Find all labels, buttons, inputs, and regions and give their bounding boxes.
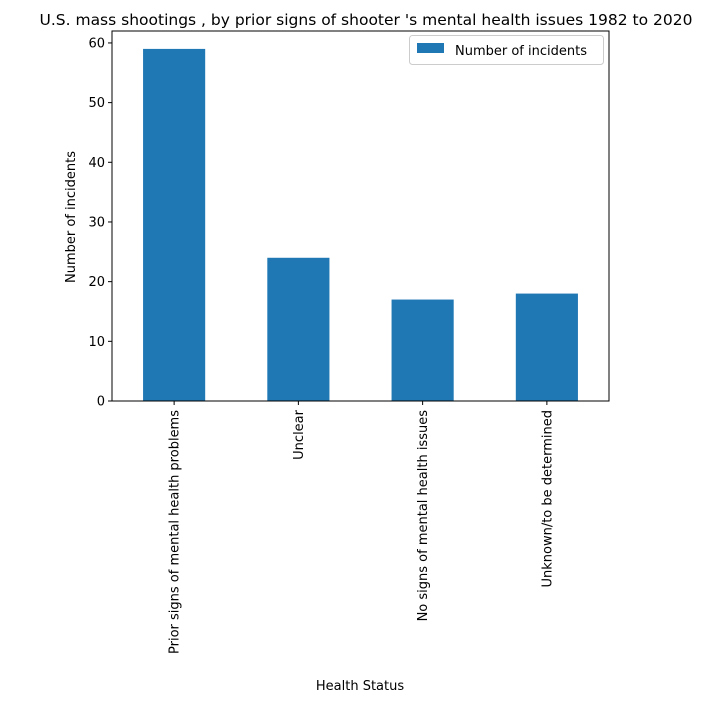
- y-tick-label: 50: [88, 96, 105, 111]
- y-tick-label: 0: [97, 395, 105, 410]
- bar: [267, 257, 330, 401]
- x-tick-label: No signs of mental health issues: [416, 410, 431, 622]
- x-tick-label: Unclear: [292, 409, 307, 459]
- legend-label: Number of incidents: [455, 44, 587, 59]
- y-tick-label: 60: [88, 36, 105, 51]
- plot-area: 0 10 20 30 40 50 60 Prior signs of mental healt…: [88, 30, 610, 654]
- plot-frame: [111, 30, 610, 402]
- bar: [515, 293, 578, 401]
- legend-frame: [409, 35, 604, 65]
- bar: [391, 299, 454, 401]
- x-tick-label: Unknown/to be determined: [540, 410, 555, 588]
- y-tick-label: 30: [88, 215, 105, 230]
- x-axis-title: Health Status: [316, 679, 404, 694]
- y-tick-label: 40: [88, 156, 105, 171]
- legend: Number of incidents: [409, 35, 604, 65]
- y-tick-label: 20: [88, 275, 105, 290]
- chart-title: U.S. mass shootings , by prior signs of …: [40, 11, 693, 29]
- x-tick-label: Prior signs of mental health problems: [168, 410, 183, 654]
- y-axis-title: Number of incidents: [64, 151, 79, 283]
- legend-swatch: [417, 43, 444, 53]
- bar: [143, 48, 206, 401]
- y-tick-label: 10: [88, 335, 105, 350]
